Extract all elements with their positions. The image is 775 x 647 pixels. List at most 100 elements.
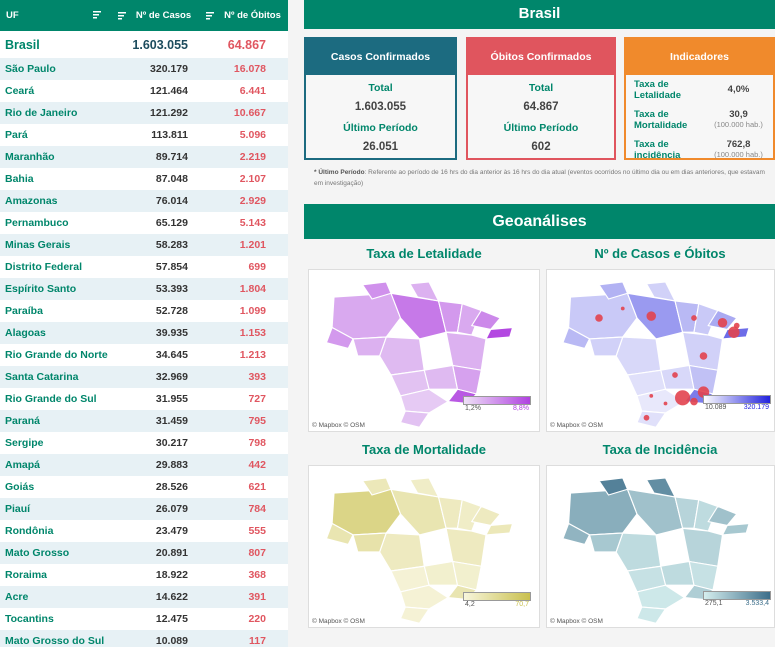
state-region[interactable] [485, 522, 514, 536]
state-region[interactable] [615, 532, 662, 572]
state-region[interactable] [681, 527, 724, 567]
table-row[interactable]: Acre 14.622 391 [0, 586, 288, 608]
legend-max: 3.533,4 [745, 600, 769, 607]
table-row[interactable]: Roraima 18.922 368 [0, 564, 288, 586]
table-row[interactable]: Goiás 28.526 621 [0, 476, 288, 498]
state-region[interactable] [325, 522, 354, 546]
map-attribution[interactable]: © Mapbox © OSM [550, 422, 603, 429]
column-uf[interactable]: UF [0, 10, 110, 21]
table-row[interactable]: Piauí 26.079 784 [0, 498, 288, 520]
table-row[interactable]: São Paulo 320.179 16.078 [0, 58, 288, 80]
map-casos-obitos[interactable]: © Mapbox © OSM 10.089 320.179 [546, 269, 775, 432]
table-row[interactable]: Rio Grande do Norte 34.645 1.213 [0, 344, 288, 366]
table-row[interactable]: Pará 113.811 5.096 [0, 124, 288, 146]
map-incidencia[interactable]: © Mapbox © OSM 275,1 3.533,4 [546, 465, 775, 628]
table-row[interactable]: Mato Grosso do Sul 10.089 117 [0, 630, 288, 647]
table-row[interactable]: Alagoas 39.935 1.153 [0, 322, 288, 344]
state-region[interactable] [378, 532, 425, 572]
state-region[interactable] [378, 336, 425, 376]
table-row[interactable]: Rio Grande do Sul 31.955 727 [0, 388, 288, 410]
column-obitos[interactable]: Nº de Óbitos [198, 10, 288, 21]
map-letalidade[interactable]: © Mapbox © OSM 1,2% 8,8% [308, 269, 540, 432]
table-row[interactable]: Maranhão 89.714 2.219 [0, 146, 288, 168]
table-row[interactable]: Rondônia 23.479 555 [0, 520, 288, 542]
death-bubble[interactable] [690, 397, 698, 406]
state-region[interactable] [598, 281, 629, 300]
map-mortalidade[interactable]: © Mapbox © OSM 4,2 70,7 [308, 465, 540, 628]
death-bubble[interactable] [646, 311, 657, 321]
table-row[interactable]: Amapá 29.883 442 [0, 454, 288, 476]
state-region[interactable] [660, 364, 695, 390]
cell-obitos: 391 [248, 591, 266, 603]
state-region[interactable] [721, 522, 750, 536]
table-row[interactable]: Pernambuco 65.129 5.143 [0, 212, 288, 234]
death-bubble[interactable] [717, 318, 728, 328]
table-row[interactable]: Ceará 121.464 6.441 [0, 80, 288, 102]
state-region[interactable] [331, 292, 402, 340]
state-region[interactable] [636, 606, 667, 624]
table-row[interactable]: Distrito Federal 57.854 699 [0, 256, 288, 278]
state-region[interactable] [588, 532, 624, 553]
state-region[interactable] [361, 477, 392, 496]
death-bubble[interactable] [649, 394, 654, 398]
map-attribution[interactable]: © Mapbox © OSM [312, 422, 365, 429]
state-region[interactable] [660, 560, 695, 586]
state-region[interactable] [399, 584, 450, 610]
state-region[interactable] [423, 364, 459, 390]
state-region[interactable] [399, 606, 431, 624]
state-region[interactable] [562, 522, 591, 546]
table-row[interactable]: Bahia 87.048 2.107 [0, 168, 288, 190]
death-bubble[interactable] [697, 386, 710, 398]
table-row[interactable]: Paraná 31.459 795 [0, 410, 288, 432]
death-bubble[interactable] [675, 390, 691, 406]
table-row-total[interactable]: Brasil 1.603.055 64.867 [0, 32, 288, 58]
death-bubble[interactable] [733, 322, 740, 329]
table-row[interactable]: Espírito Santo 53.393 1.804 [0, 278, 288, 300]
table-row[interactable]: Sergipe 30.217 798 [0, 432, 288, 454]
table-row[interactable]: Santa Catarina 32.969 393 [0, 366, 288, 388]
state-region[interactable] [636, 584, 686, 610]
state-region[interactable] [361, 281, 392, 300]
state-region[interactable] [562, 326, 591, 350]
death-bubble[interactable] [672, 372, 678, 378]
state-region[interactable] [325, 326, 354, 350]
state-region[interactable] [445, 527, 487, 567]
state-region[interactable] [615, 336, 662, 376]
table-row[interactable]: Mato Grosso 20.891 807 [0, 542, 288, 564]
state-region[interactable] [331, 488, 402, 536]
state-region[interactable] [485, 326, 514, 340]
state-region[interactable] [568, 488, 638, 536]
mortalidade-label: Taxa de Mortalidade [634, 109, 688, 131]
state-region[interactable] [588, 336, 624, 357]
death-bubble[interactable] [643, 414, 650, 421]
map-attribution[interactable]: © Mapbox © OSM [312, 618, 365, 625]
column-casos[interactable]: Nº de Casos [110, 10, 198, 21]
filter-icon[interactable] [92, 10, 102, 20]
state-region[interactable] [598, 477, 629, 496]
filter-icon[interactable] [205, 11, 215, 21]
table-row[interactable]: Minas Gerais 58.283 1.201 [0, 234, 288, 256]
death-bubble[interactable] [699, 352, 708, 360]
table-row[interactable]: Paraíba 52.728 1.099 [0, 300, 288, 322]
death-bubble[interactable] [595, 314, 603, 322]
cell-uf: Roraima [5, 569, 48, 581]
death-bubble[interactable] [663, 401, 668, 406]
state-region[interactable] [399, 388, 450, 414]
table-row[interactable]: Amazonas 76.014 2.929 [0, 190, 288, 212]
state-region[interactable] [445, 331, 487, 371]
state-region[interactable] [636, 410, 667, 428]
filter-icon[interactable] [117, 11, 127, 21]
state-region[interactable] [352, 532, 388, 553]
death-bubble[interactable] [620, 306, 625, 311]
state-region[interactable] [399, 410, 431, 428]
death-bubble[interactable] [691, 315, 697, 321]
state-region[interactable] [568, 292, 638, 340]
state-region[interactable] [681, 331, 724, 371]
table-row[interactable]: Rio de Janeiro 121.292 10.667 [0, 102, 288, 124]
map-attribution[interactable]: © Mapbox © OSM [550, 618, 603, 625]
table-row[interactable]: Tocantins 12.475 220 [0, 608, 288, 630]
state-region[interactable] [423, 560, 459, 586]
death-bubble[interactable] [728, 326, 740, 338]
state-region[interactable] [352, 336, 388, 357]
state-region[interactable] [636, 388, 686, 414]
